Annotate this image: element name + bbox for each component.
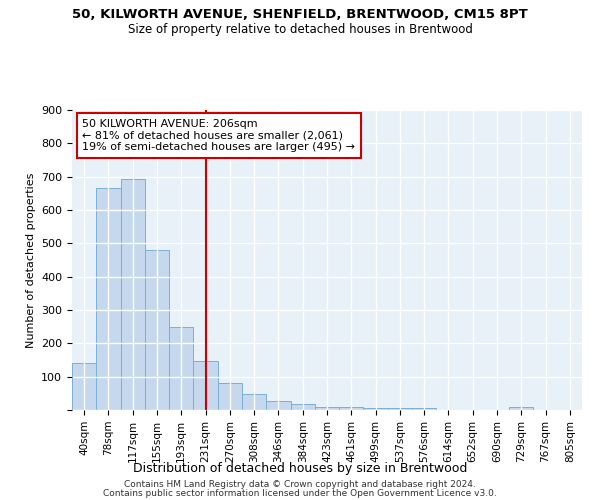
Bar bbox=[290, 404, 315, 410]
Bar bbox=[266, 400, 290, 410]
Bar bbox=[193, 360, 218, 410]
Text: Contains HM Land Registry data © Crown copyright and database right 2024.: Contains HM Land Registry data © Crown c… bbox=[124, 480, 476, 489]
Bar bbox=[364, 408, 388, 410]
Text: Contains public sector information licensed under the Open Government Licence v3: Contains public sector information licen… bbox=[103, 488, 497, 498]
Bar bbox=[315, 406, 339, 410]
Bar bbox=[242, 394, 266, 410]
Text: 50, KILWORTH AVENUE, SHENFIELD, BRENTWOOD, CM15 8PT: 50, KILWORTH AVENUE, SHENFIELD, BRENTWOO… bbox=[72, 8, 528, 20]
Text: Size of property relative to detached houses in Brentwood: Size of property relative to detached ho… bbox=[128, 22, 472, 36]
Bar bbox=[412, 408, 436, 410]
Y-axis label: Number of detached properties: Number of detached properties bbox=[26, 172, 35, 348]
Bar bbox=[509, 406, 533, 410]
Text: 50 KILWORTH AVENUE: 206sqm
← 81% of detached houses are smaller (2,061)
19% of s: 50 KILWORTH AVENUE: 206sqm ← 81% of deta… bbox=[82, 119, 355, 152]
Bar bbox=[339, 406, 364, 410]
Bar bbox=[121, 179, 145, 410]
Bar bbox=[218, 382, 242, 410]
Bar bbox=[169, 328, 193, 410]
Bar bbox=[145, 250, 169, 410]
Bar bbox=[72, 364, 96, 410]
Bar bbox=[96, 188, 121, 410]
Text: Distribution of detached houses by size in Brentwood: Distribution of detached houses by size … bbox=[133, 462, 467, 475]
Bar bbox=[388, 408, 412, 410]
